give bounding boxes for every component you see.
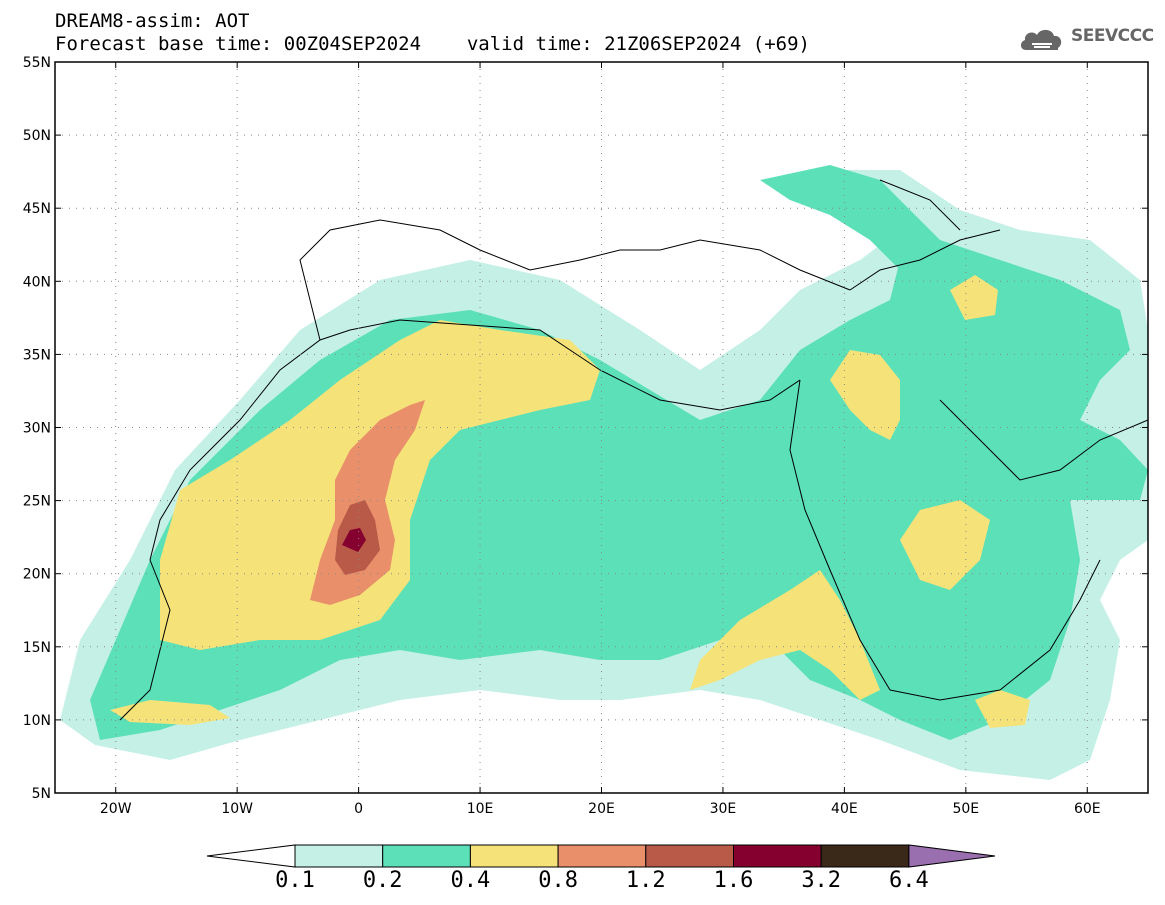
lat-tick-label: 20N <box>23 567 51 583</box>
aot-contour-0.4 <box>950 275 998 320</box>
colorbar-swatch <box>294 844 384 868</box>
colorbar-level-label: 0.8 <box>538 868 578 893</box>
base-time-label: Forecast base time: 00Z04SEP2024 <box>55 33 422 55</box>
lat-tick-label: 50N <box>23 128 51 144</box>
colorbar-level-label: 1.2 <box>625 868 666 893</box>
colorbar-swatch <box>382 844 471 868</box>
aot-contour-0.4 <box>690 570 880 700</box>
valid-time-label: valid time: 21Z06SEP2024 (+69) <box>466 33 810 55</box>
time-info: Forecast base time: 00Z04SEP2024 valid t… <box>55 33 810 55</box>
lon-tick-label: 0 <box>354 801 363 817</box>
colorbar-swatch <box>469 844 559 868</box>
colorbar-max-arrow <box>908 844 996 868</box>
lat-tick-label: 55N <box>23 55 51 71</box>
lon-tick-label: 40E <box>831 801 858 817</box>
aot-contour-0.4 <box>900 500 990 590</box>
aot-contour-0.4 <box>975 690 1030 728</box>
map-title: DREAM8-assim: AOT <box>55 10 250 32</box>
colorbar <box>206 844 996 868</box>
colorbar-min-arrow <box>206 844 296 868</box>
aot-field <box>60 165 1148 780</box>
colorbar-level-label: 0.2 <box>362 868 403 893</box>
lat-tick-label: 45N <box>23 201 51 217</box>
lon-tick-label: 10E <box>467 801 494 817</box>
colorbar-swatch <box>557 844 647 868</box>
lat-tick-label: 15N <box>23 640 51 656</box>
colorbar-level-label: 0.4 <box>450 868 491 893</box>
colorbar-level-label: 1.6 <box>713 868 754 893</box>
aot-contour-1.6 <box>342 528 366 552</box>
logo-text: SEEVCCC <box>1071 26 1154 46</box>
lat-tick-label: 5N <box>32 786 51 802</box>
lat-tick-label: 40N <box>23 274 51 290</box>
colorbar-level-label: 6.4 <box>889 868 929 893</box>
lat-tick-label: 35N <box>23 347 51 363</box>
axis-ticks: 20W 10W 0 10E 20E 30E 40E 50E 60E 55N 50N 45N 40N 35N… <box>23 55 1148 817</box>
cloud-icon <box>1020 29 1062 50</box>
aot-contour-0.2 <box>760 165 1010 320</box>
lon-tick-label: 20E <box>588 801 615 817</box>
colorbar-swatch <box>645 844 734 868</box>
lon-tick-label: 20W <box>100 801 132 817</box>
lat-tick-label: 25N <box>23 494 51 510</box>
lon-tick-label: 50E <box>952 801 979 817</box>
lat-tick-label: 10N <box>23 713 51 729</box>
lon-tick-label: 30E <box>710 801 737 817</box>
lon-tick-label: 60E <box>1074 801 1101 817</box>
colorbar-swatch <box>733 844 822 868</box>
graticule <box>55 62 1148 793</box>
coastlines <box>119 179 1148 721</box>
colorbar-swatch <box>820 844 910 868</box>
aot-contour-0.4 <box>830 350 900 440</box>
aot-contour-0.4 <box>110 700 230 725</box>
colorbar-level-label: 3.2 <box>801 868 842 893</box>
lon-tick-label: 10W <box>221 801 253 817</box>
lat-tick-label: 30N <box>23 421 51 437</box>
colorbar-level-label: 0.1 <box>275 868 315 893</box>
